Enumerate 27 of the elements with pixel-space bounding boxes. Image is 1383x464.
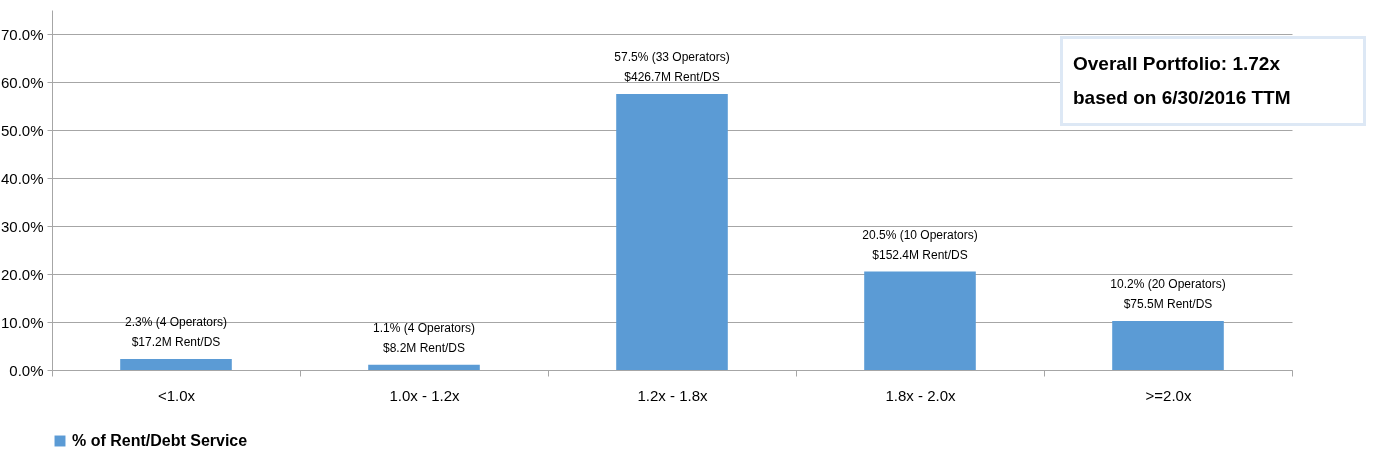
y-tick-label: 50.0%	[0, 121, 44, 139]
data-label: 20.5% (10 Operators) $152.4M Rent/DS	[862, 227, 978, 262]
x-tick-label: <1.0x	[157, 386, 196, 404]
x-tick-label: >=2.0x	[1145, 386, 1192, 404]
bar	[616, 94, 728, 370]
y-tick-label: 10.0%	[0, 313, 44, 331]
data-label: 57.5% (33 Operators) $426.7M Rent/DS	[614, 50, 730, 84]
bar	[864, 271, 976, 370]
callout-box: Overall Portfolio: 1.72x based on 6/30/2016 TTM	[1060, 36, 1366, 126]
bar	[120, 358, 232, 370]
annotation: based on 6/30/2016 TTM	[1073, 86, 1292, 110]
data-label: 10.2% (20 Operators) $75.5M Rent/DS	[1110, 277, 1226, 312]
y-tick-label: 0.0%	[9, 361, 44, 379]
x-tick-label: 1.8x - 2.0x	[885, 386, 957, 404]
y-tick-label: 70.0%	[0, 25, 44, 43]
y-tick-label: 30.0%	[0, 217, 44, 235]
legend-label: % of Rent/Debt Service	[72, 432, 248, 449]
data-label: 2.3% (4 Operators) $17.2M Rent/DS	[124, 314, 228, 349]
x-tick-label: 1.0x - 1.2x	[389, 386, 461, 404]
bar	[368, 364, 480, 370]
annotation: Overall Portfolio: 1.72x	[1073, 52, 1281, 76]
data-label: 1.1% (4 Operators) $8.2M Rent/DS	[372, 320, 476, 355]
y-tick-label: 60.0%	[0, 73, 44, 91]
bar	[1112, 321, 1224, 370]
y-tick-label: 20.0%	[0, 265, 44, 283]
x-tick-label: 1.2x - 1.8x	[637, 386, 709, 404]
y-tick-label: 40.0%	[0, 169, 44, 187]
